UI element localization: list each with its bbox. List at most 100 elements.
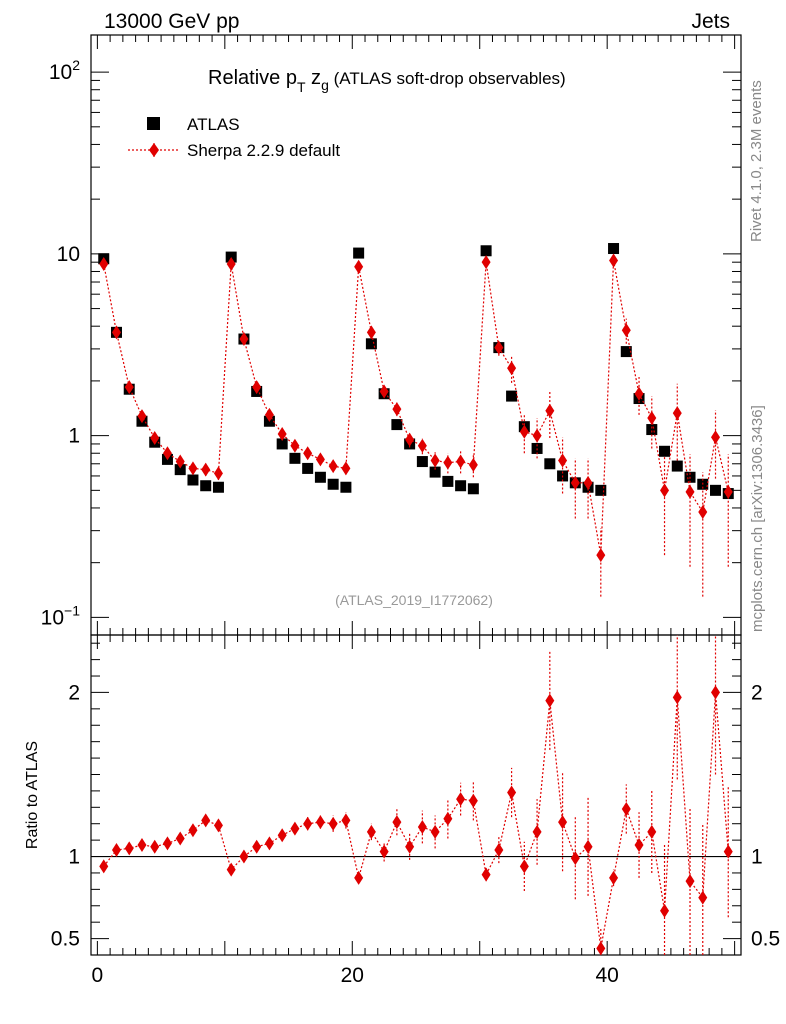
sherpa-point [481, 255, 491, 270]
atlas-point [365, 338, 377, 350]
sherpa-point [430, 453, 440, 468]
ratio-point [226, 862, 236, 877]
atlas-point [671, 460, 683, 472]
atlas-point [276, 438, 288, 450]
ratio-point [417, 820, 427, 834]
legend-atlas-marker [147, 117, 160, 130]
atlas-point [620, 346, 632, 358]
ratio-point [239, 849, 249, 864]
ratio-point [201, 813, 211, 828]
ratio-point [405, 839, 415, 854]
ratio-point [558, 815, 568, 830]
atlas-point [455, 480, 467, 492]
atlas-point [646, 424, 658, 436]
sherpa-point [723, 484, 733, 499]
sherpa-point [647, 411, 657, 426]
sherpa-point [99, 256, 109, 271]
sherpa-point [162, 446, 172, 461]
header-process: Jets [691, 10, 730, 33]
legend-sherpa-label: Sherpa 2.2.9 default [187, 141, 340, 160]
ratio-point [430, 824, 440, 839]
atlas-point [506, 390, 518, 402]
atlas-point [327, 478, 339, 490]
ratio-point [660, 903, 670, 918]
sherpa-point [124, 380, 134, 395]
ratio-point [175, 831, 185, 846]
ratio-point [609, 870, 619, 885]
sherpa-point [532, 428, 542, 443]
ratio-point [264, 836, 274, 851]
ratio-point [328, 816, 338, 831]
ratio-point [252, 839, 262, 854]
sherpa-point [711, 430, 721, 445]
sherpa-point [341, 461, 351, 476]
sherpa-point [290, 438, 300, 453]
sherpa-point [277, 427, 287, 442]
ratio-point [545, 693, 555, 708]
sherpa-line [103, 260, 729, 556]
ratio-point [213, 818, 223, 833]
atlas-point [608, 243, 620, 255]
title-main: Relative p [208, 67, 297, 89]
ratio-point [341, 813, 351, 828]
ratio-point [494, 842, 504, 857]
sherpa-point [507, 361, 517, 376]
ratio-point [468, 793, 478, 808]
atlas-point [442, 475, 454, 487]
chart-title: Relative pT zg (ATLAS soft-drop observab… [208, 67, 566, 95]
sherpa-point [392, 402, 402, 417]
ratio-point [634, 838, 644, 853]
ratio-point [162, 836, 172, 851]
sherpa-point [672, 406, 682, 421]
atlas-point [595, 484, 607, 496]
ratio-y-tick-label-right: 0.5 [751, 928, 780, 951]
atlas-point [212, 481, 224, 493]
sherpa-point [150, 431, 160, 446]
sherpa-point [175, 454, 185, 469]
ratio-y-tick-label: 2 [68, 681, 80, 704]
sherpa-point [201, 462, 211, 477]
title-sub-t: T [297, 79, 306, 95]
ratio-point [188, 823, 198, 838]
ratio-point [481, 867, 491, 882]
ratio-point [672, 690, 682, 705]
atlas-point [544, 458, 556, 470]
title-mid: z [306, 67, 322, 89]
mcplots-label: mcplots.cern.ch [arXiv:1306.3436] [749, 405, 766, 632]
ratio-point [277, 828, 287, 843]
sherpa-point [417, 438, 427, 453]
legend-atlas-label: ATLAS [187, 115, 240, 134]
y-tick-label: 10 [57, 243, 80, 266]
sherpa-point [685, 484, 695, 499]
sherpa-point [634, 386, 644, 401]
ratio-y-tick-label: 0.5 [51, 928, 80, 951]
ratio-point [124, 841, 134, 856]
atlas-point [340, 481, 352, 493]
ratio-point [532, 824, 542, 839]
sherpa-point [468, 457, 478, 472]
ratio-point [647, 824, 657, 839]
ratio-point [519, 859, 529, 874]
atlas-point [710, 484, 722, 496]
ratio-point [711, 685, 721, 700]
y-tick-label: 102 [49, 57, 80, 84]
ratio-point [596, 941, 606, 956]
ratio-y-tick-label-right: 2 [751, 681, 763, 704]
atlas-point [314, 471, 326, 483]
atlas-point [200, 480, 212, 492]
ratio-point [507, 785, 517, 800]
ratio-point [392, 815, 402, 830]
sherpa-point [188, 461, 198, 476]
ratio-point [379, 844, 389, 859]
sherpa-point [570, 475, 580, 490]
x-tick-label: 40 [595, 964, 618, 987]
atlas-point [289, 452, 301, 464]
rivet-label: Rivet 4.1.0, 2.3M events [748, 80, 765, 242]
header-energy: 13000 GeV pp [104, 10, 239, 33]
atlas-point [659, 445, 671, 457]
ratio-point [290, 821, 300, 836]
ratio-point [366, 824, 376, 839]
sherpa-point [583, 475, 593, 490]
sherpa-point [252, 380, 262, 395]
